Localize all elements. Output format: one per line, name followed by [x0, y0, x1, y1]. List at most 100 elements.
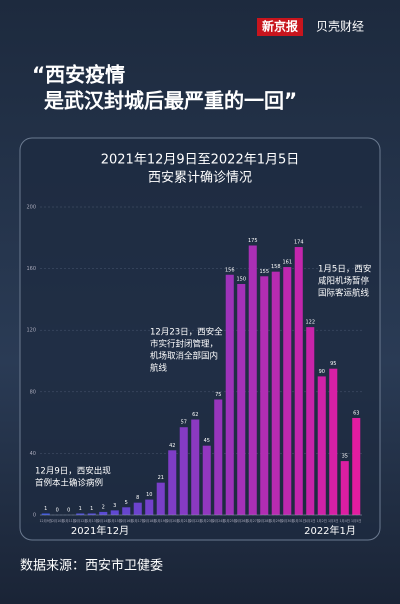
bar — [271, 271, 280, 515]
y-tick-label: 80 — [30, 389, 36, 395]
value-label: 1 — [90, 506, 93, 512]
title-line: “西安疫情 — [32, 63, 125, 87]
y-tick-label: 200 — [26, 205, 36, 211]
brand-left: 新京报 — [262, 19, 298, 34]
value-label: 3 — [113, 503, 116, 509]
bar — [122, 507, 131, 515]
value-label: 90 — [319, 369, 325, 375]
bar — [294, 247, 303, 516]
value-label: 75 — [215, 392, 221, 398]
bar — [156, 482, 165, 515]
value-label: 5 — [125, 500, 128, 506]
chart-title: 西安累计确诊情况 — [148, 171, 252, 186]
bar — [260, 276, 269, 515]
x-tick-label: 12月16日 — [119, 519, 134, 523]
bar — [110, 510, 119, 515]
annotation: 咸阳机场暂停 — [318, 276, 370, 287]
annotation: 12月23日，西安全 — [150, 327, 223, 338]
bar — [329, 368, 338, 515]
value-label: 1 — [79, 506, 82, 512]
bar — [214, 399, 223, 515]
x-tick-label: 1月1日 — [305, 519, 315, 523]
x-tick-label: 1月4日 — [340, 519, 350, 523]
x-tick-label: 12月24日 — [211, 519, 226, 523]
x-tick-label: 12月21日 — [177, 519, 192, 523]
x-tick-label: 12月22日 — [188, 519, 203, 523]
annotation: 国际客运航线 — [318, 288, 370, 299]
value-label: 57 — [181, 420, 187, 426]
annotation: 12月9日，西安出现 — [35, 466, 111, 477]
brand-right: 贝壳财经 — [316, 20, 364, 34]
x-tick-label: 12月17日 — [131, 519, 146, 523]
x-tick-label: 12月27日 — [246, 519, 261, 523]
group-label: 2022年1月 — [304, 524, 356, 537]
x-tick-label: 1月3日 — [328, 519, 338, 523]
annotation: 1月5日，西安 — [318, 264, 371, 275]
y-tick-label: 160 — [26, 266, 36, 272]
x-tick-label: 12月31日 — [292, 519, 307, 523]
bar — [191, 419, 200, 515]
value-label: 62 — [192, 412, 198, 418]
y-tick-label: 120 — [26, 328, 36, 334]
value-label: 42 — [169, 443, 175, 449]
bar — [41, 513, 50, 515]
x-tick-label: 12月14日 — [96, 519, 111, 523]
bar — [202, 445, 211, 515]
x-tick-label: 12月12日 — [73, 519, 88, 523]
bar — [340, 461, 349, 515]
x-tick-label: 12月28日 — [257, 519, 272, 523]
bar — [306, 327, 315, 515]
y-tick-label: 0 — [33, 513, 36, 519]
bar — [283, 267, 292, 515]
x-tick-label: 12月18日 — [142, 519, 157, 523]
x-tick-label: 12月20日 — [165, 519, 180, 523]
logo-box — [257, 18, 303, 36]
x-tick-label: 12月9日 — [40, 519, 52, 523]
bar — [99, 511, 108, 515]
bar — [179, 427, 188, 515]
bar — [352, 417, 361, 515]
chart-title: 2021年12月9日至2022年1月5日 — [101, 153, 300, 168]
value-label: 122 — [305, 320, 315, 326]
x-tick-label: 1月5日 — [351, 519, 361, 523]
x-tick-label: 12月30日 — [280, 519, 295, 523]
value-label: 156 — [225, 267, 235, 273]
value-label: 155 — [259, 269, 269, 275]
x-tick-label: 12月25日 — [223, 519, 238, 523]
annotation: 机场取消全部国内 — [150, 351, 218, 362]
x-tick-label: 12月19日 — [154, 519, 169, 523]
value-label: 1 — [44, 506, 47, 512]
bar — [237, 284, 246, 515]
x-tick-label: 1月2日 — [317, 519, 327, 523]
value-label: 174 — [294, 240, 304, 246]
title-line: 是武汉封城后最严重的一回” — [43, 89, 297, 113]
value-label: 10 — [146, 492, 152, 498]
annotation: 航线 — [150, 363, 168, 374]
value-label: 0 — [56, 508, 59, 514]
annotation: 市实行封闭管理， — [150, 339, 218, 350]
bar — [87, 513, 96, 515]
x-tick-label: 12月11日 — [62, 519, 77, 523]
value-label: 63 — [353, 410, 359, 416]
value-label: 158 — [271, 264, 281, 270]
bar — [76, 513, 85, 515]
x-tick-label: 12月13日 — [85, 519, 100, 523]
value-label: 35 — [342, 454, 348, 460]
x-tick-label: 12月15日 — [108, 519, 123, 523]
value-label: 175 — [248, 238, 258, 244]
value-label: 2 — [102, 504, 105, 510]
bar — [168, 450, 177, 515]
bar — [248, 245, 257, 515]
bar — [317, 376, 326, 515]
bar — [225, 274, 234, 515]
value-label: 161 — [282, 260, 292, 266]
value-label: 0 — [67, 508, 70, 514]
x-tick-label: 12月26日 — [234, 519, 249, 523]
value-label: 45 — [204, 438, 210, 444]
value-label: 150 — [236, 277, 246, 283]
x-tick-label: 12月23日 — [200, 519, 215, 523]
x-tick-label: 12月29日 — [269, 519, 284, 523]
y-tick-label: 40 — [30, 451, 36, 457]
x-tick-label: 12月10日 — [50, 519, 65, 523]
